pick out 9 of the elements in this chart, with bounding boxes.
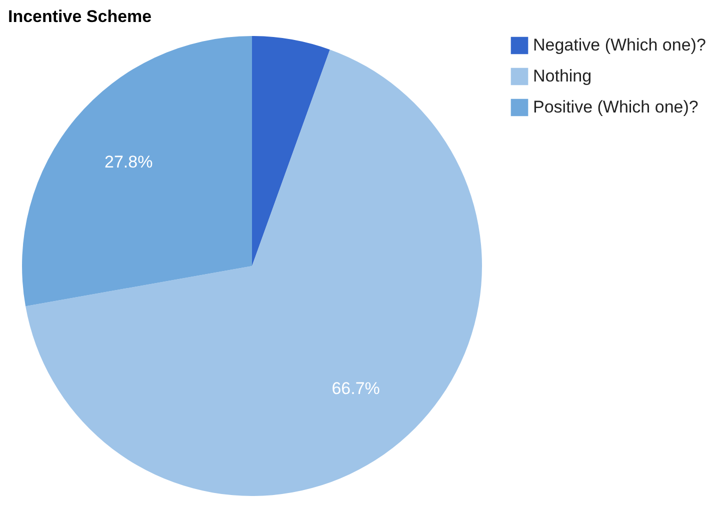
pie-slice	[22, 36, 252, 306]
chart-title: Incentive Scheme	[8, 7, 152, 26]
data-label: 27.8%	[104, 152, 153, 172]
data-label: 66.7%	[332, 379, 380, 398]
pie-slice	[252, 36, 330, 266]
legend-label: Positive (Which one)?	[533, 98, 698, 116]
pie-slice	[26, 50, 482, 496]
legend-label: Negative (Which one)?	[533, 36, 706, 54]
legend-label: Nothing	[533, 66, 592, 86]
